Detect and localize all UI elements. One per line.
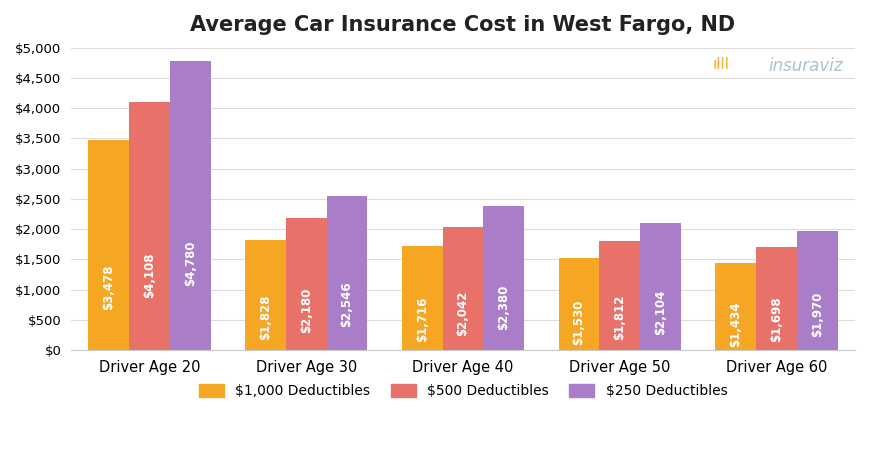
Text: $1,812: $1,812 xyxy=(613,295,626,340)
Bar xyxy=(286,218,326,350)
Bar xyxy=(714,263,755,350)
Title: Average Car Insurance Cost in West Fargo, ND: Average Car Insurance Cost in West Fargo… xyxy=(190,15,735,35)
Bar xyxy=(755,248,796,350)
Text: $4,780: $4,780 xyxy=(183,241,196,286)
Bar xyxy=(483,206,524,350)
Text: $2,104: $2,104 xyxy=(653,289,667,335)
Text: ılll: ılll xyxy=(712,57,728,72)
Legend: $1,000 Deductibles, $500 Deductibles, $250 Deductibles: $1,000 Deductibles, $500 Deductibles, $2… xyxy=(193,378,732,404)
Bar xyxy=(129,102,169,350)
Text: $1,828: $1,828 xyxy=(259,294,272,340)
Text: $2,546: $2,546 xyxy=(340,281,353,327)
Bar xyxy=(640,223,680,350)
Bar xyxy=(401,246,442,350)
Bar xyxy=(326,196,367,350)
Bar xyxy=(599,241,640,350)
Text: insuraviz: insuraviz xyxy=(767,57,842,75)
Bar xyxy=(796,231,837,350)
Text: $1,716: $1,716 xyxy=(415,296,428,342)
Text: $1,530: $1,530 xyxy=(572,300,585,345)
Text: $4,108: $4,108 xyxy=(143,253,156,298)
Bar xyxy=(169,61,210,350)
Text: $1,970: $1,970 xyxy=(810,292,823,337)
Text: $2,042: $2,042 xyxy=(456,290,469,336)
Text: $1,698: $1,698 xyxy=(769,297,782,342)
Bar xyxy=(442,227,483,350)
Bar xyxy=(89,140,129,350)
Text: $1,434: $1,434 xyxy=(728,302,741,347)
Text: $2,380: $2,380 xyxy=(497,284,510,330)
Text: $3,478: $3,478 xyxy=(102,264,115,310)
Bar xyxy=(558,257,599,350)
Text: $2,180: $2,180 xyxy=(300,288,313,333)
Bar xyxy=(245,239,286,350)
